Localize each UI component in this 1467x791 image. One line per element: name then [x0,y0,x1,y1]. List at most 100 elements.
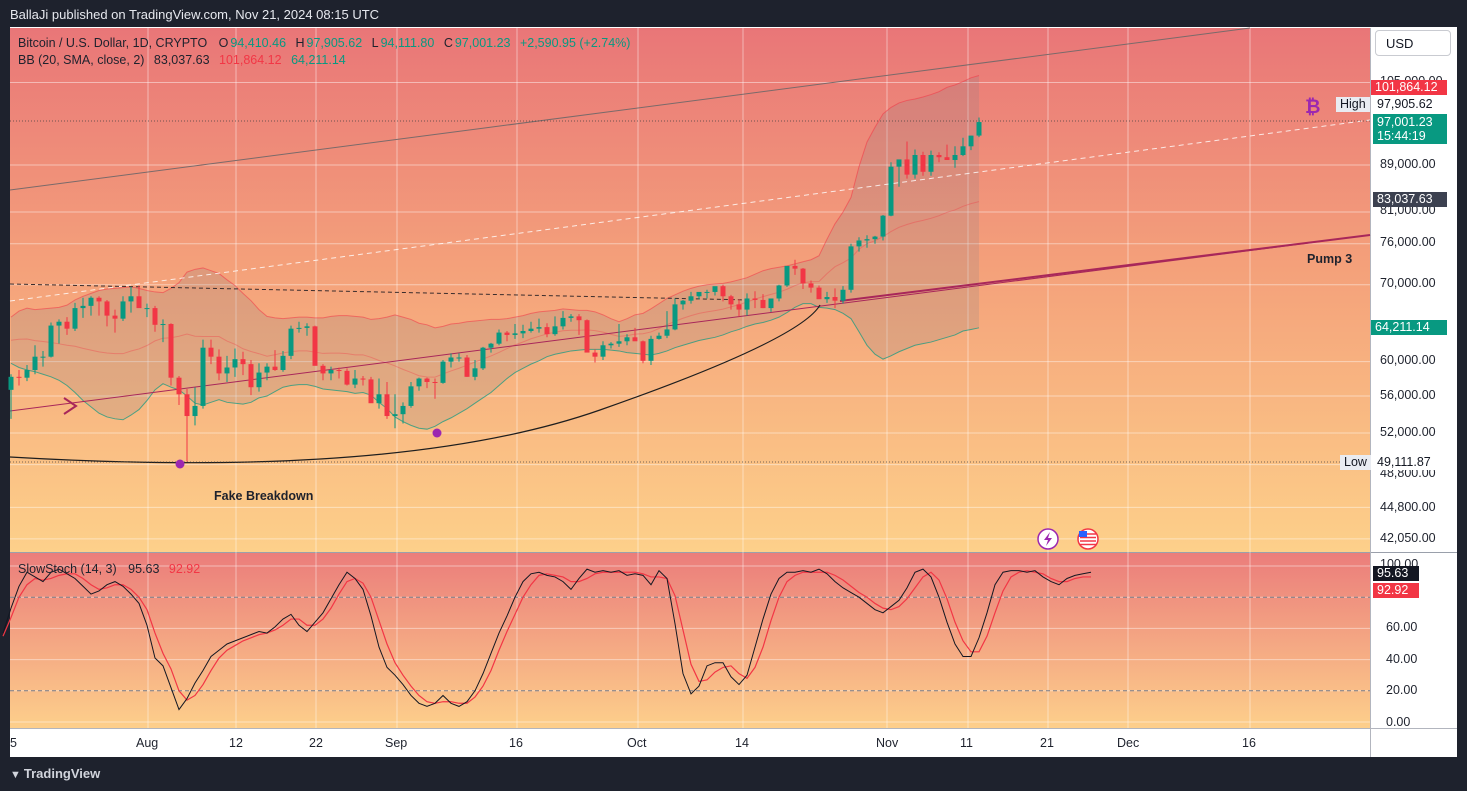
candle [288,325,294,360]
candle-body [272,366,278,371]
currency-selector[interactable]: USD [1375,30,1451,56]
candle [360,375,366,386]
candle-body [872,236,878,240]
candle-body [808,283,814,288]
candle-body [456,357,462,359]
candle-body [264,366,270,373]
candle [400,402,406,424]
candle-body [24,370,30,378]
arrow-marker [63,397,78,415]
candle [592,349,598,363]
low-price-tag: 49,111.87 [1373,455,1447,470]
candle [520,324,526,339]
candle [448,353,454,368]
stoch-pane-background [10,553,1370,728]
stoch-d-tag: 92.92 [1373,583,1419,598]
candle-body [864,239,870,241]
candle [216,349,222,381]
bb-lower-tag: 64,211.14 [1371,320,1447,335]
candle [408,381,414,408]
pump-3-label: Pump 3 [1307,252,1353,266]
candle-body [512,333,518,335]
candle-body [944,157,950,160]
candle-body [840,289,846,301]
y-tick-label: 52,000.00 [1380,425,1436,439]
candle [720,284,726,302]
bitcoin-icon: ₿ [1305,96,1320,118]
candle-body [704,291,710,293]
candle-body [376,394,382,404]
candle [832,288,838,309]
low-value: 94,111.80 [380,36,435,50]
x-tick-label: 5 [10,736,17,750]
candle [896,159,902,187]
candle [776,284,782,302]
candle [376,378,382,409]
candle-body [48,325,54,357]
x-tick-label: 14 [735,736,749,750]
candle [256,363,262,392]
candle-body [392,414,398,417]
candle [80,297,86,318]
candle [240,351,246,376]
candle-body [368,379,374,404]
candle-body [648,338,654,361]
candle-body [904,159,910,175]
candle-body [432,381,438,383]
trend-drawings [9,27,1371,469]
candle [248,359,254,396]
candle [264,363,270,381]
candle [944,144,950,160]
candle-body [800,268,806,284]
candle-body [40,356,46,358]
candle [952,146,958,168]
candle-body [896,159,902,167]
candle-body [384,394,390,417]
candle [840,286,846,304]
candle [296,321,302,333]
x-tick-label: 21 [1040,736,1054,750]
candle [272,350,278,371]
candle [848,243,854,293]
candle [96,296,102,316]
candle [912,149,918,179]
candle [864,235,870,248]
candle [888,162,894,217]
ascending-trendline-left [9,234,1371,412]
candle-body [568,316,574,318]
candle-body [176,377,182,395]
candle [72,302,78,332]
y-tick-label: 89,000.00 [1380,157,1436,171]
candle [48,322,54,358]
candle [800,267,806,290]
candle-body [848,246,854,290]
candle-body [472,368,478,377]
candle [640,340,646,364]
candle [960,137,966,157]
candle-body [352,378,358,385]
y-tick-label: 70,000.00 [1380,276,1436,290]
candle [568,314,574,322]
candle-body [192,405,198,417]
grid-lines [10,28,1370,728]
high-label-tag: High [1336,97,1370,112]
candle [168,323,174,386]
price-pane-background [10,28,1370,552]
candle-body [400,405,406,415]
candle [976,117,982,138]
candle-body [288,328,294,356]
candle [792,259,798,275]
candle-body [744,298,750,310]
candle [528,321,534,333]
close-value: 97,001.23 [454,36,511,50]
candle-body [480,347,486,369]
candle-body [688,296,694,301]
candle-body [344,370,350,385]
candle-body [120,301,126,319]
tradingview-logo[interactable]: ▼ TradingView [10,766,100,781]
candle-body [72,308,78,329]
upper-channel-line [9,27,1251,191]
candle-body [256,372,262,388]
candle [872,235,878,244]
